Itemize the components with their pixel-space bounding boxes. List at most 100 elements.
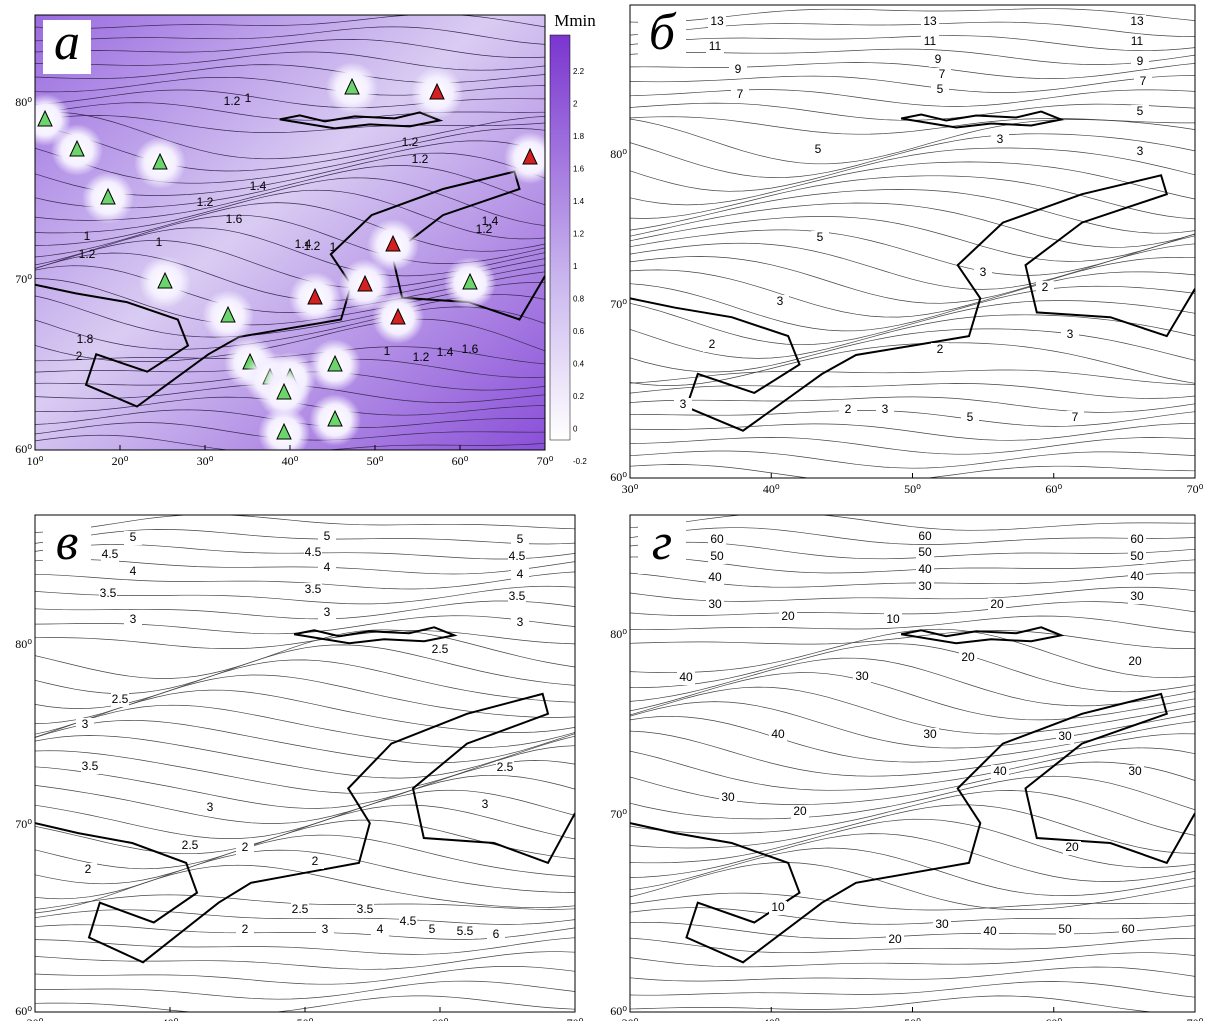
x-tick-label: 40⁰ [763, 1016, 780, 1021]
colorbar-tick-label: 1.4 [573, 197, 585, 206]
contour-label: 2.5 [497, 760, 514, 774]
contour-label: 50 [918, 545, 932, 559]
contour-label: 1.4 [250, 179, 267, 193]
contour-label: 2.5 [432, 642, 449, 656]
colorbar-tick-label: 0.6 [573, 327, 585, 336]
x-tick-label: 50⁰ [904, 1016, 921, 1021]
contour-label: 3 [1067, 327, 1074, 341]
map-panel: 30⁰40⁰50⁰60⁰70⁰80⁰70⁰60⁰6060605050504040… [610, 513, 1203, 1021]
contour-label: 3 [777, 294, 784, 308]
colorbar-title: Mmin [554, 11, 596, 30]
contour-label: 3 [324, 605, 331, 619]
contour-label: 4.5 [509, 549, 526, 563]
y-tick-label: 70⁰ [610, 297, 627, 311]
contour-label: 5 [815, 142, 822, 156]
contour-label: 1 [156, 235, 163, 249]
contour-label: 1.6 [462, 342, 479, 356]
x-tick-label: 60⁰ [432, 1016, 449, 1021]
contour-label: 20 [793, 804, 807, 818]
contour-label: 9 [1137, 54, 1144, 68]
contour-label: 3 [980, 265, 987, 279]
contour-label: 40 [679, 670, 693, 684]
contour-label: 50 [710, 549, 724, 563]
contour-label: 30 [1058, 729, 1072, 743]
contour-label: 5 [817, 230, 824, 244]
contour-label: 3 [482, 797, 489, 811]
contour-label: 2 [242, 840, 249, 854]
x-tick-label: 40⁰ [162, 1016, 179, 1021]
contour-label: 2 [845, 402, 852, 416]
colorbar-tick-label: 1.2 [573, 230, 585, 239]
contour-label: 2 [1042, 280, 1049, 294]
contour-label: 60 [710, 532, 724, 546]
contour-label: 30 [923, 727, 937, 741]
map-panel: 30⁰40⁰50⁰60⁰70⁰80⁰70⁰60⁰1313131111119997… [610, 4, 1203, 496]
contour-label: 1 [384, 344, 391, 358]
x-tick-label: 40⁰ [763, 482, 780, 496]
contour-label: 3.5 [509, 589, 526, 603]
colorbar-tick-label: 0.4 [573, 360, 585, 369]
contour-label: 30 [1128, 764, 1142, 778]
contour-label: 11 [709, 39, 722, 53]
contour-label: 3.5 [100, 586, 117, 600]
contour-label: 1.2 [304, 239, 321, 253]
contour-label: 40 [993, 764, 1007, 778]
contour-label: 4.5 [305, 545, 322, 559]
contour-label: 7 [737, 87, 744, 101]
contour-label: 3.5 [82, 759, 99, 773]
contour-label: 60 [1121, 922, 1135, 936]
contour-label: 5 [324, 529, 331, 543]
contour-label: 30 [721, 790, 735, 804]
y-tick-label: 60⁰ [610, 470, 627, 484]
contour-label: 4 [517, 567, 524, 581]
contour-label: 1.2 [79, 247, 96, 261]
contour-label: 5 [517, 532, 524, 546]
contour-label: 40 [983, 924, 997, 938]
contour-label: 2 [76, 349, 83, 363]
panel-letter: г [652, 514, 672, 571]
contour-label: 5.5 [457, 924, 474, 938]
colorbar-tick-label: 0 [573, 425, 578, 434]
contour-label: 1 [330, 240, 337, 254]
contour-label: 3 [322, 922, 329, 936]
contour-label: 1.6 [226, 212, 243, 226]
contour-label: 13 [1130, 14, 1144, 28]
contour-label: 1.8 [77, 332, 94, 346]
contour-label: 4 [324, 560, 331, 574]
contour-label: 3 [882, 402, 889, 416]
contour-label: 13 [923, 14, 937, 28]
contour-label: 2 [242, 922, 249, 936]
map-panel: 10⁰20⁰30⁰40⁰50⁰60⁰70⁰80⁰70⁰60⁰1.2111.21.… [15, 14, 556, 468]
contour-label: 2 [312, 854, 319, 868]
y-tick-label: 80⁰ [610, 147, 627, 161]
contour-label: 20 [888, 932, 902, 946]
y-tick-label: 60⁰ [610, 1004, 627, 1018]
contour-label: 3.5 [357, 902, 374, 916]
colorbar-tick-label: -0.2 [573, 457, 587, 466]
contour-label: 60 [918, 529, 932, 543]
contour-label: 1.2 [224, 94, 241, 108]
contour-label: 11 [1131, 34, 1144, 48]
x-tick-label: 40⁰ [282, 454, 299, 468]
contour-label: 11 [924, 34, 937, 48]
contour-label: 7 [939, 67, 946, 81]
colorbar-scale [550, 35, 570, 440]
contour-label: 50 [1058, 922, 1072, 936]
y-tick-label: 80⁰ [15, 637, 32, 651]
y-tick-label: 70⁰ [15, 817, 32, 831]
contour-label: 1 [84, 229, 91, 243]
colorbar-tick-label: 0.8 [573, 295, 585, 304]
map-background [630, 5, 1195, 478]
contour-label: 1 [245, 91, 252, 105]
contour-label: 7 [1140, 74, 1147, 88]
x-tick-label: 60⁰ [1045, 482, 1062, 496]
contour-label: 2 [709, 337, 716, 351]
contour-label: 20 [781, 609, 795, 623]
x-tick-label: 70⁰ [1187, 482, 1204, 496]
contour-label: 40 [771, 727, 785, 741]
contour-label: 3.5 [305, 582, 322, 596]
x-tick-label: 10⁰ [27, 454, 44, 468]
x-tick-label: 70⁰ [567, 1016, 584, 1021]
y-tick-label: 80⁰ [15, 95, 32, 109]
x-tick-label: 50⁰ [904, 482, 921, 496]
